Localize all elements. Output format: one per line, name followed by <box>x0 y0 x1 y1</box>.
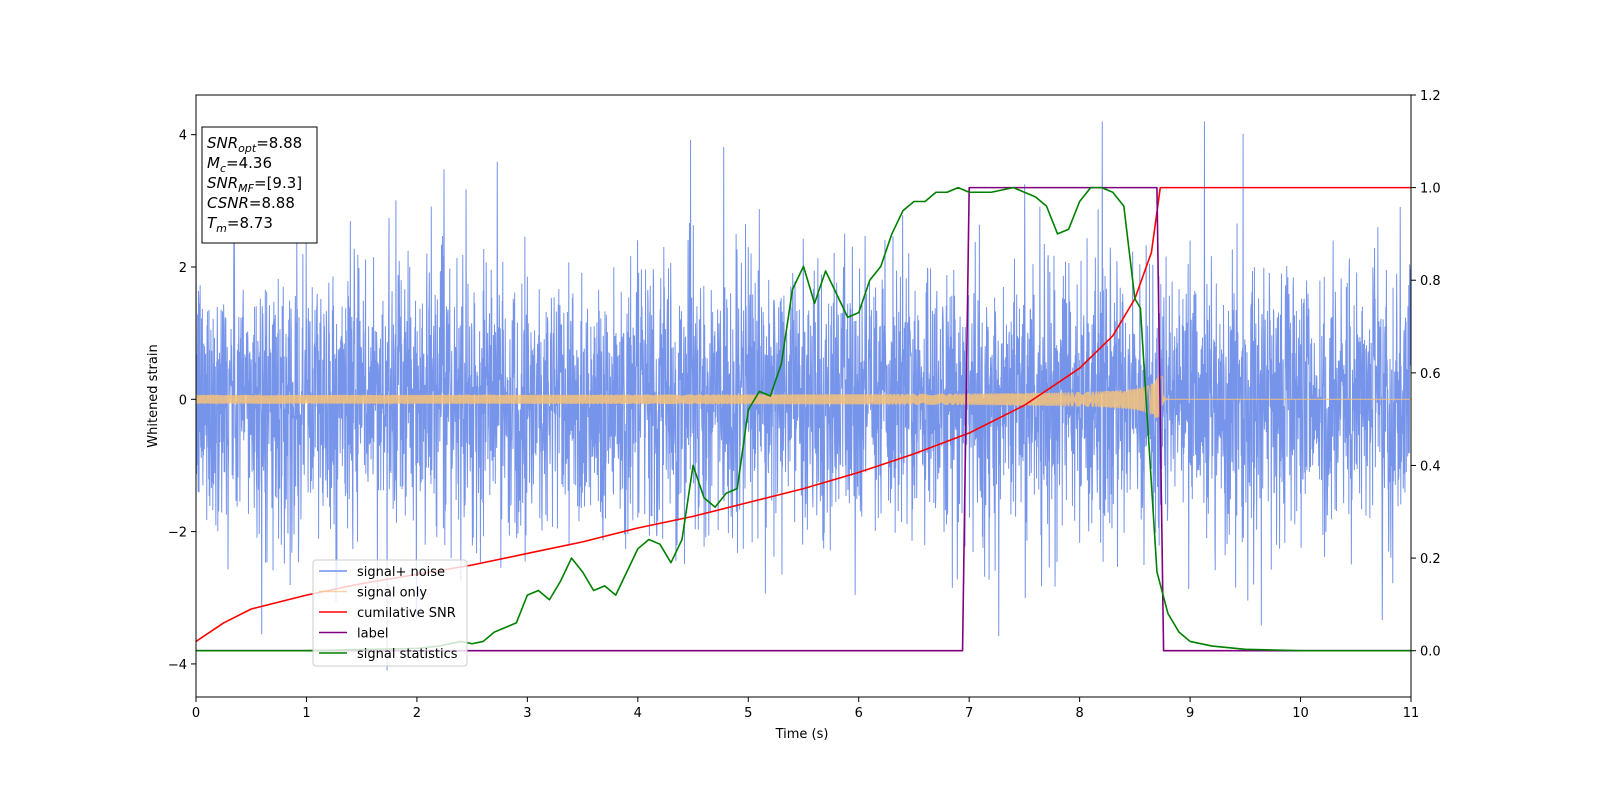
x-axis-title: Time (s) <box>775 727 829 742</box>
x-tick-label: 1 <box>302 706 310 721</box>
x-tick-label: 6 <box>855 706 863 721</box>
info-value: =4.36 <box>226 154 272 172</box>
x-axis: 0 1 2 3 4 5 6 7 8 9 10 11 <box>192 697 1419 721</box>
info-subscript: m <box>216 222 227 235</box>
y-axis-left: −4 −2 0 2 4 <box>168 129 196 673</box>
info-value: =[9.3] <box>254 174 302 192</box>
legend-label: label <box>357 627 388 642</box>
info-subscript: c <box>220 162 226 175</box>
legend-frame <box>312 559 468 667</box>
x-tick-label: 8 <box>1075 706 1083 721</box>
series-line-signal-noise <box>196 121 1411 671</box>
info-main: SNR <box>207 174 238 192</box>
x-tick-label: 3 <box>523 706 531 721</box>
y-left-tick-label: 0 <box>179 393 187 408</box>
legend: signal+ noise signal only cumilative SNR la… <box>312 559 468 667</box>
info-main: CSNR <box>207 194 249 212</box>
legend-label: signal statistics <box>357 647 458 662</box>
legend-label: signal+ noise <box>357 565 445 580</box>
y-right-tick-label: 1.2 <box>1420 89 1441 104</box>
series-line-signal-only <box>196 374 1411 419</box>
plot-frame <box>195 94 1412 698</box>
info-value: =8.88 <box>249 194 295 212</box>
x-tick-label: 0 <box>192 706 200 721</box>
info-value: =8.73 <box>227 214 273 232</box>
x-tick-label: 7 <box>965 706 973 721</box>
y-right-tick-label: 0.6 <box>1420 367 1441 382</box>
y-axis-left-title: Whitened strain <box>146 344 161 447</box>
series-line-signal-statistics <box>196 186 1411 652</box>
y-right-tick-label: 0.0 <box>1420 645 1441 660</box>
info-subscript: opt <box>238 142 257 155</box>
y-left-tick-label: 2 <box>179 261 187 276</box>
y-right-tick-label: 0.4 <box>1420 459 1441 474</box>
x-tick-label: 4 <box>634 706 642 721</box>
info-main: SNR <box>207 134 238 152</box>
y-right-tick-label: 0.8 <box>1420 274 1441 289</box>
y-right-tick-label: 0.2 <box>1420 552 1441 567</box>
info-box-line: SNRopt=8.88 <box>207 134 302 155</box>
x-tick-label: 10 <box>1292 706 1309 721</box>
y-right-tick-label: 1.0 <box>1420 182 1441 197</box>
info-box-line: Tm=8.73 <box>207 214 273 235</box>
info-value: =8.88 <box>256 134 302 152</box>
y-left-tick-label: 4 <box>179 129 187 144</box>
info-box: SNRopt=8.88Mc=4.36SNRMF=[9.3]CSNR=8.88Tm… <box>201 126 318 244</box>
legend-label: cumilative SNR <box>357 606 456 621</box>
info-box-line: SNRMF=[9.3] <box>207 174 302 195</box>
x-tick-label: 9 <box>1186 706 1194 721</box>
x-tick-label: 5 <box>744 706 752 721</box>
x-tick-label: 11 <box>1403 706 1420 721</box>
y-axis-right: 0.0 0.2 0.4 0.6 0.8 1.0 1.2 <box>1411 89 1441 660</box>
x-tick-label: 2 <box>413 706 421 721</box>
info-main: M <box>207 154 220 172</box>
legend-label: signal only <box>357 586 427 601</box>
info-subscript: MF <box>238 182 254 195</box>
info-box-line: CSNR=8.88 <box>207 194 295 212</box>
y-left-tick-label: −2 <box>168 526 187 541</box>
info-box-line: Mc=4.36 <box>207 154 272 175</box>
info-main: T <box>207 214 218 232</box>
y-left-tick-label: −4 <box>168 658 187 673</box>
info-box-frame <box>201 126 318 244</box>
series-line-label <box>196 186 1411 652</box>
